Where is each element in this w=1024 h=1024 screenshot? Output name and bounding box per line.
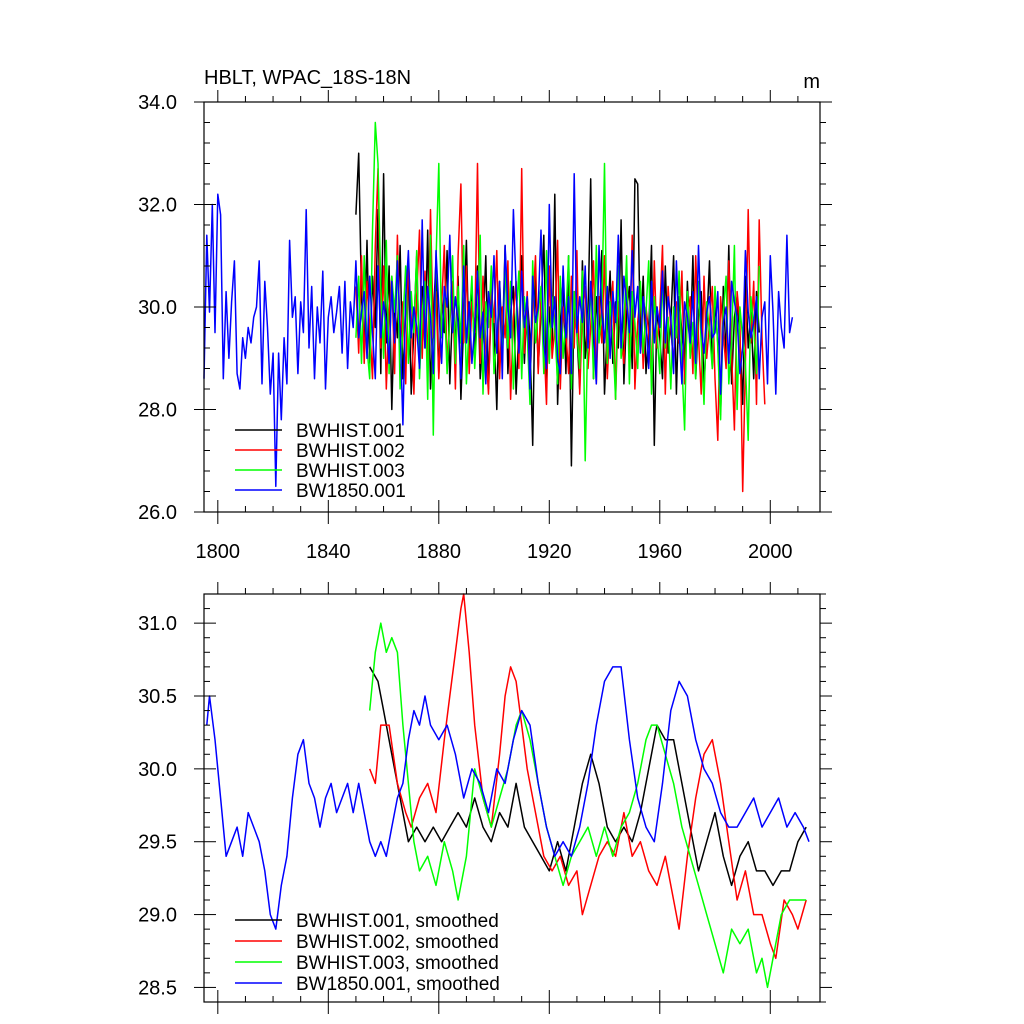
top-x-tick-label: 2000 (748, 541, 793, 563)
top-y-tick-label: 34.0 (138, 92, 177, 114)
top-chart-units: m (803, 71, 820, 93)
top-legend-label: BWHIST.002 (296, 441, 405, 462)
top-legend-label: BWHIST.001 (296, 421, 405, 442)
top-x-tick-label: 1920 (527, 541, 572, 563)
bot-series-line-0 (369, 666, 807, 887)
bottom-axes: 28.5 29.0 29.5 30.0 30.5 31.0 (138, 582, 832, 1014)
bottom-plot-area (206, 593, 810, 989)
top-series-line-3 (203, 172, 794, 488)
bot-legend-label: BWHIST.003, smoothed (296, 953, 499, 974)
bot-legend-label: BW1850.001, smoothed (296, 974, 500, 995)
top-plot-area (203, 121, 794, 493)
bot-series-line-1 (369, 593, 807, 960)
bot-y-tick-label: 30.0 (138, 759, 177, 781)
bot-y-tick-label: 28.5 (138, 977, 177, 999)
top-series-line-2 (355, 121, 760, 462)
bot-legend-label: BWHIST.002, smoothed (296, 932, 499, 953)
top-legend-label: BW1850.001 (296, 481, 406, 502)
top-x-tick-label: 1960 (638, 541, 683, 563)
top-x-tick-label: 1880 (417, 541, 462, 563)
top-legend-label: BWHIST.003 (296, 461, 405, 482)
bot-y-tick-label: 31.0 (138, 613, 177, 635)
bot-y-tick-label: 29.0 (138, 905, 177, 927)
top-chart-title: HBLT, WPAC_18S-18N (204, 67, 411, 89)
top-y-tick-label: 32.0 (138, 195, 177, 217)
bot-y-tick-label: 30.5 (138, 686, 177, 708)
bottom-panel: 28.5 29.0 29.5 30.0 30.5 31.0 BWHIST.001, smo… (138, 582, 832, 1014)
bot-legend-label: BWHIST.001, smoothed (296, 911, 499, 932)
top-y-tick-label: 26.0 (138, 502, 177, 524)
top-x-tick-label: 1840 (306, 541, 351, 563)
top-y-tick-label: 30.0 (138, 297, 177, 319)
bot-y-tick-label: 29.5 (138, 832, 177, 854)
top-panel: HBLT, WPAC_18S-18N m 1800 1840 1880 1920 196… (138, 67, 832, 563)
top-x-tick-label: 1800 (196, 541, 241, 563)
bot-series-line-2 (368, 622, 807, 989)
top-y-tick-label: 28.0 (138, 400, 177, 422)
top-axes: 1800 1840 1880 1920 1960 2000 26.0 28.0 30.0 32.0… (138, 90, 832, 563)
bot-series-line-3 (206, 666, 810, 930)
